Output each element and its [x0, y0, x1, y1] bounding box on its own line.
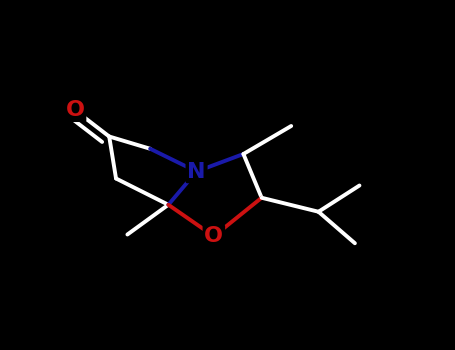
Text: N: N	[187, 161, 206, 182]
Text: O: O	[204, 226, 223, 246]
Text: O: O	[66, 100, 85, 120]
